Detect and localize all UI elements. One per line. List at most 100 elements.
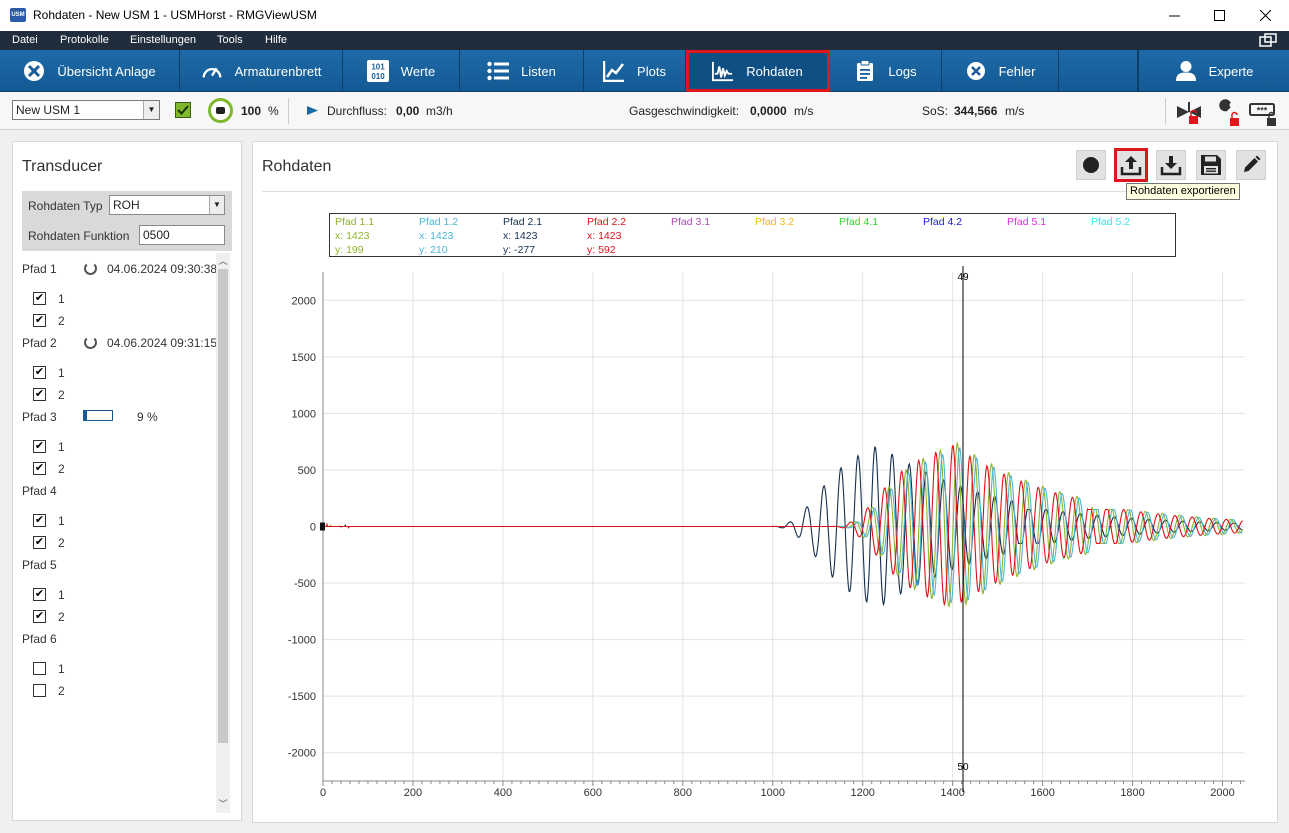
pfad-5-2-checkbox[interactable]: ✔: [33, 610, 46, 623]
download-button[interactable]: [1156, 150, 1186, 180]
pfad-2-2-checkbox[interactable]: ✔: [33, 388, 46, 401]
pfad-5-label: Pfad 5: [22, 558, 57, 572]
legend-item-name: Pfad 5.2: [1091, 216, 1130, 228]
legend-item-name: Pfad 4.2: [923, 216, 962, 228]
menu-hilfe[interactable]: Hilfe: [265, 34, 287, 46]
chevron-down-icon[interactable]: ▼: [143, 101, 159, 119]
nav-armaturenbrett[interactable]: Armaturenbrett: [180, 50, 343, 92]
wrench-lock-icon[interactable]: [1211, 97, 1241, 127]
pfad-1-date: 04.06.2024 09:30:38: [107, 262, 217, 276]
y-tick-label: 1500: [292, 352, 316, 364]
y-tick-label: -1500: [288, 691, 316, 703]
checkbox-label: 1: [58, 514, 65, 528]
nav-uebersicht-anlage[interactable]: Übersicht Anlage: [0, 50, 180, 92]
pfad-3-1-checkbox[interactable]: ✔: [33, 440, 46, 453]
x-tick-label: 200: [404, 787, 422, 799]
valve-lock-icon[interactable]: [1175, 98, 1203, 126]
app-icon: USM: [10, 8, 26, 22]
maximize-icon[interactable]: [1196, 0, 1242, 31]
chevron-down-icon[interactable]: ﹀: [216, 797, 230, 811]
device-select[interactable]: New USM 1 ▼: [12, 100, 160, 120]
checkbox-label: 1: [58, 662, 65, 676]
record-button[interactable]: [1076, 150, 1106, 180]
nav-fehler[interactable]: Fehler: [942, 50, 1059, 92]
pfad-3-2-checkbox[interactable]: ✔: [33, 462, 46, 475]
transducer-scrollbar[interactable]: ︿ ﹀: [216, 253, 230, 813]
x-tick-label: 0: [320, 787, 326, 799]
checkbox-label: 2: [58, 610, 65, 624]
legend-item-name: Pfad 2.1: [503, 216, 542, 228]
scrollbar-thumb[interactable]: [218, 269, 228, 743]
download-icon: [1160, 154, 1182, 176]
pfad-6-1-checkbox[interactable]: [33, 662, 46, 675]
gas-label: Gasgeschwindigkeit:: [629, 104, 739, 118]
pfad-2-1-checkbox[interactable]: ✔: [33, 366, 46, 379]
flow-arrow-icon: [307, 105, 319, 116]
window-restore-icon[interactable]: [1259, 33, 1277, 47]
y-tick-label: 0: [310, 522, 316, 534]
menu-datei[interactable]: Datei: [12, 34, 38, 46]
list-icon: [487, 60, 509, 82]
rohdaten-funktion-input[interactable]: 0500: [139, 225, 225, 245]
close-icon[interactable]: [1242, 0, 1288, 31]
save-button[interactable]: [1196, 150, 1226, 180]
svg-text:***: ***: [1257, 106, 1268, 116]
pfad-1-2-checkbox[interactable]: ✔: [33, 314, 46, 327]
legend-item-name: Pfad 2.2: [587, 216, 626, 228]
y-tick-label: 500: [298, 465, 316, 477]
window-title: Rohdaten - New USM 1 - USMHorst - RMGVie…: [33, 8, 317, 22]
legend-item-name: Pfad 3.1: [671, 216, 710, 228]
pfad-5-1-checkbox[interactable]: ✔: [33, 588, 46, 601]
nav-rohdaten[interactable]: Rohdaten: [686, 50, 830, 92]
quality-gauge-icon: [208, 98, 233, 123]
menu-protokolle[interactable]: Protokolle: [60, 34, 109, 46]
dashboard-icon: [201, 60, 223, 82]
legend-item-x: x: 1423: [419, 230, 454, 242]
x-tick-label: 1800: [1120, 787, 1144, 799]
x-tick-label: 800: [674, 787, 692, 799]
pfad-4-2-checkbox[interactable]: ✔: [33, 536, 46, 549]
password-lock-icon[interactable]: ***: [1249, 101, 1279, 127]
gas-value: 0,0000: [750, 104, 787, 118]
legend-item-x: x: 1423: [503, 230, 538, 242]
plot-icon: [603, 60, 625, 82]
edit-button[interactable]: [1236, 150, 1266, 180]
rohdaten-title: Rohdaten: [262, 158, 331, 176]
pfad-6-label: Pfad 6: [22, 632, 57, 646]
nav-plots[interactable]: Plots: [584, 50, 686, 92]
chevron-down-icon[interactable]: ▼: [209, 196, 224, 214]
legend-item-name: Pfad 1.1: [335, 216, 374, 228]
export-icon: [1120, 154, 1142, 176]
chevron-up-icon[interactable]: ︿: [216, 254, 230, 268]
sync-icon[interactable]: [84, 262, 97, 275]
export-button[interactable]: [1116, 150, 1146, 180]
overview-icon: [23, 60, 45, 82]
pfad-4-label: Pfad 4: [22, 484, 57, 498]
rohdaten-chart[interactable]: 0 200 400 600 800 1000 1200 1400 1600 1800 2000 200…: [253, 196, 1277, 808]
cursor-bottom-label: 50: [957, 762, 969, 773]
pfad-3-progress-text: 9 %: [137, 410, 158, 424]
nav-logs[interactable]: Logs: [830, 50, 942, 92]
checkbox-label: 2: [58, 314, 65, 328]
svg-text:010: 010: [371, 72, 385, 81]
pfad-6-2-checkbox[interactable]: [33, 684, 46, 697]
sync-icon[interactable]: [84, 336, 97, 349]
x-tick-label: 400: [494, 787, 512, 799]
nav-listen[interactable]: Listen: [460, 50, 584, 92]
divider: [1165, 98, 1166, 124]
minimize-icon[interactable]: [1151, 0, 1197, 31]
device-active-checkbox[interactable]: [175, 102, 191, 118]
menu-tools[interactable]: Tools: [217, 34, 243, 46]
series-line-pfad-1-1: [323, 443, 1243, 606]
x-tick-label: 2000: [1210, 787, 1234, 799]
nav-werte[interactable]: 101 010 Werte: [343, 50, 460, 92]
menu-einstellungen[interactable]: Einstellungen: [130, 34, 196, 46]
nav-experte[interactable]: Experte: [1138, 50, 1289, 92]
pfad-4-1-checkbox[interactable]: ✔: [33, 514, 46, 527]
checkbox-label: 2: [58, 684, 65, 698]
pfad-2-label: Pfad 2: [22, 336, 57, 350]
checkbox-label: 2: [58, 536, 65, 550]
rohdaten-typ-select[interactable]: ROH ▼: [109, 195, 225, 215]
x-tick-label: 1200: [850, 787, 874, 799]
pfad-1-1-checkbox[interactable]: ✔: [33, 292, 46, 305]
